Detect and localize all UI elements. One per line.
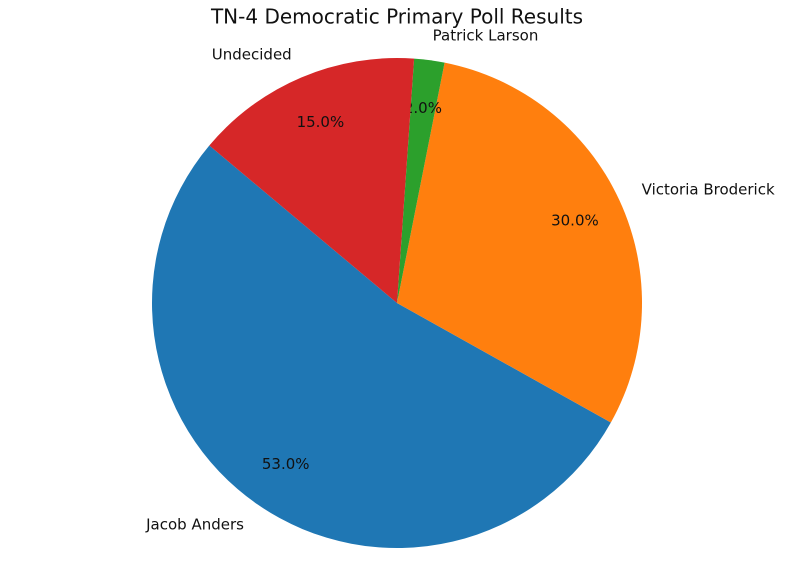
value-label: 53.0% [262, 455, 310, 473]
slice-label: Patrick Larson [433, 26, 539, 44]
pie-slice [209, 57, 415, 303]
slice-label: Undecided [212, 45, 292, 63]
value-label: 15.0% [297, 113, 345, 131]
value-label: 2.0% [404, 99, 442, 117]
chart-title: TN-4 Democratic Primary Poll Results [210, 5, 583, 29]
value-label: 30.0% [551, 211, 599, 229]
pie-slice [397, 58, 445, 304]
slice-label: Jacob Anders [145, 515, 244, 533]
pie-slice [151, 145, 611, 549]
pie-slice [397, 62, 642, 423]
slice-label: Victoria Broderick [642, 180, 775, 198]
